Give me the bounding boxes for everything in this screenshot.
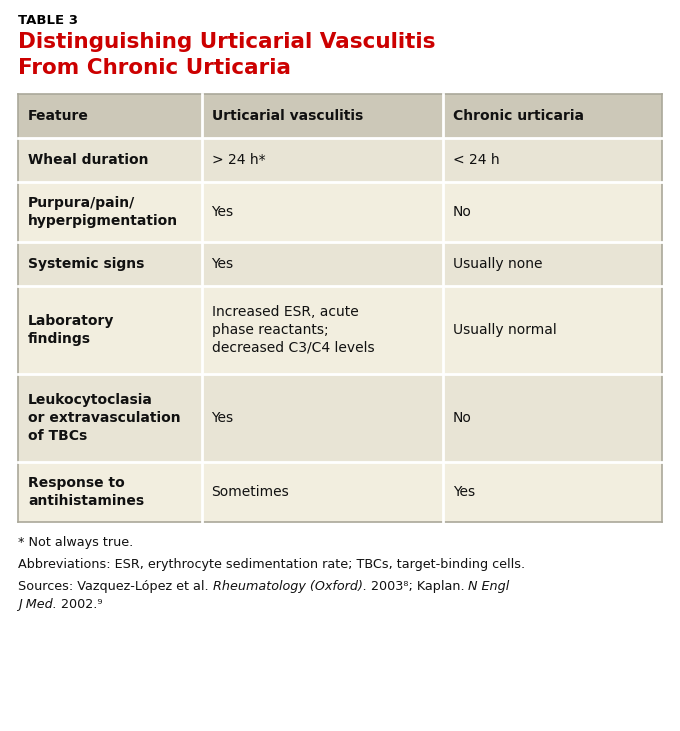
Text: N Engl: N Engl (469, 580, 509, 593)
Text: From Chronic Urticaria: From Chronic Urticaria (18, 58, 291, 78)
Text: TABLE 3: TABLE 3 (18, 14, 78, 27)
Text: Wheal duration: Wheal duration (28, 153, 148, 167)
Text: Urticarial vasculitis: Urticarial vasculitis (211, 109, 363, 123)
Text: 2003⁸; Kaplan.: 2003⁸; Kaplan. (367, 580, 469, 593)
Text: Systemic signs: Systemic signs (28, 257, 144, 271)
Text: * Not always true.: * Not always true. (18, 536, 133, 549)
Text: < 24 h: < 24 h (453, 153, 500, 167)
Text: Yes: Yes (453, 485, 475, 499)
Text: Usually none: Usually none (453, 257, 543, 271)
Text: No: No (453, 411, 472, 425)
Bar (18, 138, 662, 182)
Text: Usually normal: Usually normal (453, 323, 557, 337)
Text: No: No (453, 205, 472, 219)
Text: > 24 h*: > 24 h* (211, 153, 265, 167)
Text: Laboratory
findings: Laboratory findings (28, 314, 114, 346)
Text: Abbreviations: ESR, erythrocyte sedimentation rate; TBCs, target-binding cells.: Abbreviations: ESR, erythrocyte sediment… (18, 558, 525, 571)
Bar (18, 182, 662, 242)
Text: Feature: Feature (28, 109, 89, 123)
Text: Leukocytoclasia
or extravasculation
of TBCs: Leukocytoclasia or extravasculation of T… (28, 393, 181, 443)
Bar (18, 462, 662, 522)
Text: Yes: Yes (211, 411, 234, 425)
Text: 2002.⁹: 2002.⁹ (56, 598, 102, 611)
Bar (18, 286, 662, 374)
Text: Chronic urticaria: Chronic urticaria (453, 109, 584, 123)
Text: Yes: Yes (211, 257, 234, 271)
Text: Response to
antihistamines: Response to antihistamines (28, 476, 144, 508)
Text: Rheumatology (Oxford).: Rheumatology (Oxford). (213, 580, 367, 593)
Text: Distinguishing Urticarial Vasculitis: Distinguishing Urticarial Vasculitis (18, 32, 435, 52)
Text: Yes: Yes (211, 205, 234, 219)
Bar (18, 94, 662, 138)
Text: J Med.: J Med. (18, 598, 56, 611)
Text: Sometimes: Sometimes (211, 485, 289, 499)
Bar (18, 374, 662, 462)
Text: Increased ESR, acute
phase reactants;
decreased C3/C4 levels: Increased ESR, acute phase reactants; de… (211, 305, 374, 355)
Text: Sources: Vazquez-López et al.: Sources: Vazquez-López et al. (18, 580, 213, 593)
Text: Purpura/pain/
hyperpigmentation: Purpura/pain/ hyperpigmentation (28, 196, 178, 228)
Bar (18, 242, 662, 286)
